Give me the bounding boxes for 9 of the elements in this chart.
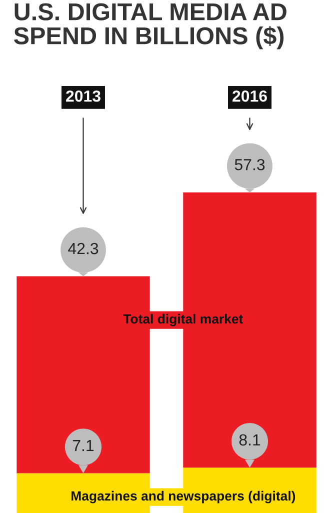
x-tick-label: 2016	[232, 90, 267, 102]
series-label: Magazines and newspapers (digital)	[72, 490, 296, 504]
data-label: 7.1	[72, 440, 94, 452]
chart-title: U.S. DIGITAL MEDIA AD SPEND IN BILLIONS ($)	[14, 3, 286, 50]
total-label: 57.3	[234, 158, 265, 170]
x-tick-label: 2013	[66, 90, 100, 102]
total-label: 42.3	[68, 242, 98, 254]
data-label: 8.1	[239, 434, 260, 446]
series-label: Total digital market	[123, 314, 243, 326]
